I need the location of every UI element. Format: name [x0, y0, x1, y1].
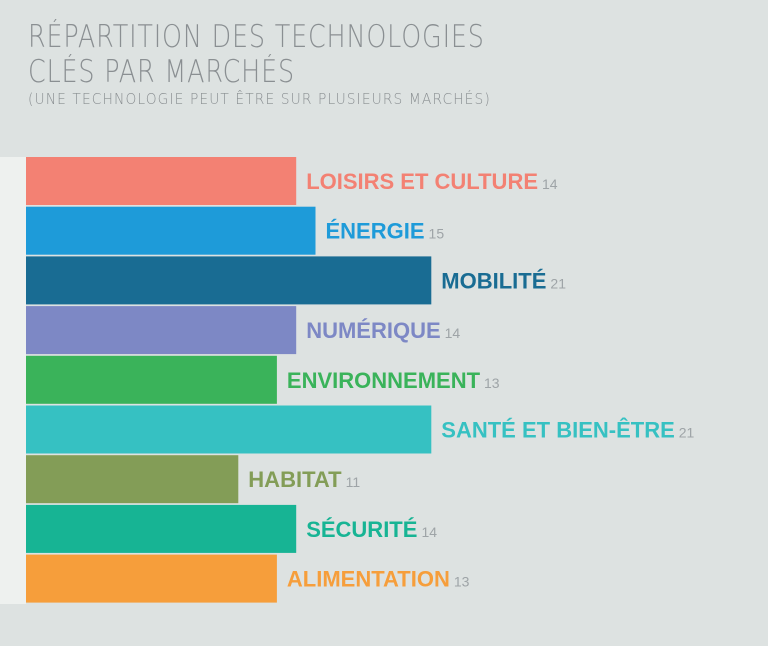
bar-1: [26, 206, 316, 255]
bar-label-0: LOISIRS ET CULTURE 14: [306, 169, 558, 194]
value-label: 14: [542, 176, 558, 192]
bar-label-8: ALIMENTATION 13: [287, 567, 470, 592]
category-label: ALIMENTATION: [287, 567, 450, 592]
bar-label-6: HABITAT 11: [248, 467, 360, 492]
bar-8: [26, 554, 277, 603]
category-label: HABITAT: [248, 467, 342, 492]
bar-label-1: ÉNERGIE 15: [326, 219, 445, 244]
bar-label-7: SÉCURITÉ 14: [306, 517, 437, 542]
axis-strip: [0, 157, 26, 604]
bar-5: [26, 405, 432, 454]
bar-6: [26, 455, 239, 504]
value-label: 14: [445, 325, 461, 341]
title-line-2: clés par marchés: [28, 54, 295, 90]
category-label: SÉCURITÉ: [306, 517, 417, 542]
bar-label-4: ENVIRONNEMENT 13: [287, 368, 500, 393]
value-label: 11: [346, 474, 361, 490]
category-label: NUMÉRIQUE: [306, 318, 440, 343]
title-line-1: Répartition des technologies: [28, 19, 485, 55]
bar-4: [26, 355, 277, 404]
value-label: 13: [454, 574, 470, 590]
category-label: MOBILITÉ: [441, 268, 546, 293]
bar-7: [26, 504, 297, 553]
bar-label-5: SANTÉ ET BIEN-ÊTRE 21: [441, 418, 694, 443]
bar-3: [26, 306, 297, 355]
chart-title: Répartition des technologies clés par ma…: [28, 22, 585, 107]
category-label: ÉNERGIE: [326, 219, 425, 244]
bar-0: [26, 157, 297, 205]
bar-label-3: NUMÉRIQUE 14: [306, 318, 460, 343]
chart-subtitle: (une technologie peut être sur plusieurs…: [28, 90, 491, 108]
category-label: ENVIRONNEMENT: [287, 368, 481, 393]
value-label: 21: [550, 275, 566, 291]
category-label: LOISIRS ET CULTURE: [306, 169, 538, 194]
bar-label-2: MOBILITÉ 21: [441, 268, 566, 293]
value-label: 15: [429, 226, 445, 242]
bar-2: [26, 256, 432, 305]
value-label: 21: [679, 425, 695, 441]
category-label: SANTÉ ET BIEN-ÊTRE: [441, 418, 674, 443]
value-label: 13: [484, 375, 500, 391]
value-label: 14: [421, 524, 437, 540]
